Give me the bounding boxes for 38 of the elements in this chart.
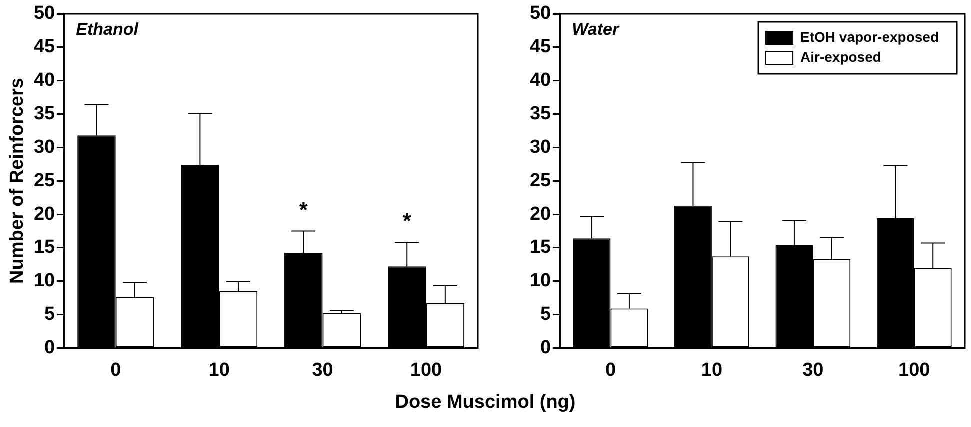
y-tick-label: 50	[34, 3, 56, 24]
y-tick-label: 0	[44, 337, 56, 358]
chart-title: Ethanol	[76, 20, 140, 40]
x-tick-label: 10	[701, 360, 723, 381]
x-tick-label: 100	[898, 360, 930, 381]
y-tick-label: 35	[530, 103, 552, 124]
y-tick-label: 5	[540, 304, 552, 326]
x-axis-title: Dose Muscimol (ng)	[394, 392, 577, 414]
annotation: *	[299, 197, 308, 222]
x-tick-label: 0	[110, 360, 122, 381]
y-tick-label: 45	[530, 36, 552, 58]
y-tick-label: 25	[530, 170, 552, 192]
y-axis-title: Number of Reinforcers	[6, 78, 29, 284]
y-tick-label: 5	[44, 304, 56, 326]
chart-title: Water	[572, 20, 620, 40]
legend-label: Air-exposed	[800, 48, 882, 65]
y-tick-label: 40	[530, 70, 552, 92]
y-tick-label: 20	[34, 204, 56, 225]
x-tick-label: 10	[208, 360, 230, 381]
y-tick-label: 25	[34, 170, 56, 192]
y-tick-label: 45	[34, 36, 56, 58]
y-tick-label: 40	[34, 70, 56, 92]
y-tick-label: 15	[530, 237, 552, 258]
x-tick-label: 100	[410, 360, 442, 381]
y-tick-label: 30	[34, 136, 56, 158]
y-tick-label: 10	[530, 270, 552, 292]
y-tick-label: 15	[34, 237, 56, 258]
x-tick-label: 30	[802, 360, 824, 381]
x-tick-label: 0	[605, 360, 616, 381]
x-tick-label: 30	[312, 360, 334, 381]
y-tick-label: 35	[34, 103, 56, 124]
y-tick-label: 10	[34, 270, 56, 292]
y-tick-label: 0	[540, 337, 552, 358]
y-tick-label: 20	[530, 204, 552, 225]
legend-label: EtOH vapor-exposed	[800, 28, 940, 45]
annotation: *	[402, 208, 412, 234]
y-tick-label: 30	[530, 136, 552, 158]
y-tick-label: 50	[530, 3, 552, 24]
